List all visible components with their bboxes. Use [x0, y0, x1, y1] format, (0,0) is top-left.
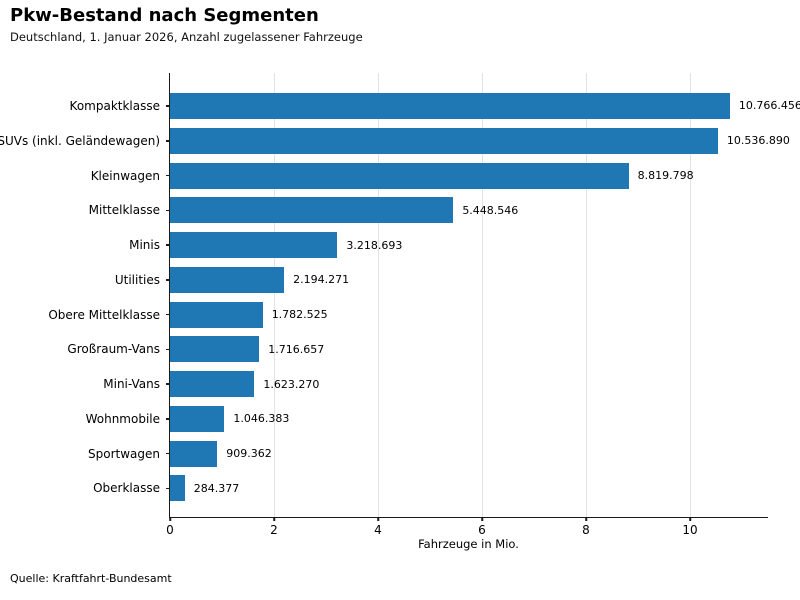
x-tick-mark — [377, 517, 379, 521]
bar-value-label: 1.782.525 — [271, 308, 328, 322]
bar — [170, 405, 225, 432]
category-label: Kompaktklasse — [69, 98, 160, 113]
bar — [170, 162, 629, 189]
bar-value-label: 1.046.383 — [233, 412, 290, 426]
bar-value-label: 5.448.546 — [462, 203, 519, 217]
gridline — [482, 73, 483, 517]
bar — [170, 371, 255, 398]
category-label: Mini-Vans — [103, 377, 160, 392]
bar-row: Utilities 2.194.271 — [115, 262, 768, 297]
bar — [170, 336, 260, 363]
y-tick-mark — [166, 452, 170, 455]
bar-row: Obere Mittelklasse 1.782.525 — [48, 297, 768, 332]
bar-row: Kleinwagen 8.819.798 — [91, 158, 768, 193]
category-label: Minis — [129, 238, 160, 253]
x-tick-label: 4 — [374, 523, 382, 537]
source-note: Quelle: Kraftfahrt-Bundesamt — [10, 572, 172, 585]
bar-value-label: 8.819.798 — [637, 169, 694, 182]
bar — [170, 266, 285, 293]
bar-row: Minis 3.218.693 — [129, 228, 768, 263]
x-tick-label: 0 — [166, 523, 174, 537]
x-tick-mark — [585, 517, 587, 521]
plot-area: Kompaktklasse 10.766.456 SUVs (inkl. Gelän… — [0, 73, 800, 537]
bar-row: Kompaktklasse 10.766.456 — [70, 89, 800, 124]
y-tick-mark — [166, 348, 170, 351]
x-tick-label: 8 — [582, 523, 590, 537]
y-tick-mark — [166, 279, 170, 281]
y-tick-mark — [166, 383, 170, 385]
bar-value-label: 2.194.271 — [293, 273, 350, 287]
category-label: Kleinwagen — [90, 168, 160, 183]
y-tick-mark — [166, 418, 170, 420]
y-tick-mark — [166, 174, 170, 177]
y-tick-mark — [166, 140, 170, 142]
bar — [170, 92, 730, 119]
bar — [170, 127, 718, 154]
bar-value-label: 1.623.270 — [263, 377, 320, 391]
bar-row: Mittelklasse 5.448.546 — [89, 193, 768, 228]
x-tick-label: 6 — [478, 523, 486, 537]
bar-value-label: 10.536.890 — [726, 134, 790, 148]
bar-value-label: 10.766.456 — [738, 99, 800, 113]
category-label: SUVs (inkl. Geländewagen) — [0, 133, 160, 148]
category-label: Wohnmobile — [85, 411, 160, 426]
gridline — [586, 73, 587, 517]
x-tick-mark — [169, 517, 171, 521]
bar-value-label: 284.377 — [193, 481, 240, 495]
category-label: Mittelklasse — [88, 203, 160, 218]
bar-row: SUVs (inkl. Geländewagen) 10.536.890 — [0, 123, 790, 158]
category-label: Obere Mittelklasse — [48, 307, 160, 322]
category-label: Sportwagen — [88, 446, 160, 461]
category-label: Utilities — [114, 272, 160, 287]
bar-value-label: 909.362 — [226, 447, 272, 461]
category-label: Oberklasse — [93, 481, 160, 496]
bar-value-label: 3.218.693 — [346, 238, 403, 252]
x-tick-mark — [689, 517, 691, 521]
x-tick-mark — [273, 517, 275, 521]
chart-title: Pkw-Bestand nach Segmenten — [10, 5, 319, 26]
y-tick-mark — [166, 244, 170, 246]
bar — [170, 301, 263, 328]
bar-row: Oberklasse 284.377 — [93, 471, 768, 506]
bar — [170, 475, 185, 502]
bar-row: Großraum-Vans 1.716.657 — [67, 332, 768, 367]
bar — [170, 440, 218, 467]
bar-row: Sportwagen 909.362 — [88, 436, 768, 471]
bar — [170, 197, 454, 224]
y-tick-mark — [166, 313, 170, 316]
x-tick-label: 10 — [682, 523, 698, 537]
gridline — [274, 73, 275, 517]
chart-subtitle: Deutschland, 1. Januar 2026, Anzahl zuge… — [10, 30, 363, 44]
bar-value-label: 1.716.657 — [268, 342, 325, 356]
x-axis-label: Fahrzeuge in Mio. — [418, 537, 519, 551]
bar-row: Wohnmobile 1.046.383 — [86, 401, 768, 436]
y-tick-mark — [166, 209, 170, 212]
category-label: Großraum-Vans — [67, 342, 160, 357]
bar-row: Mini-Vans 1.623.270 — [103, 367, 768, 402]
x-tick-label: 2 — [270, 523, 278, 537]
x-tick-mark — [481, 517, 483, 521]
gridline — [690, 73, 691, 517]
y-tick-mark — [166, 105, 170, 107]
y-tick-mark — [166, 487, 170, 490]
bar — [170, 232, 338, 259]
gridline — [378, 73, 379, 517]
